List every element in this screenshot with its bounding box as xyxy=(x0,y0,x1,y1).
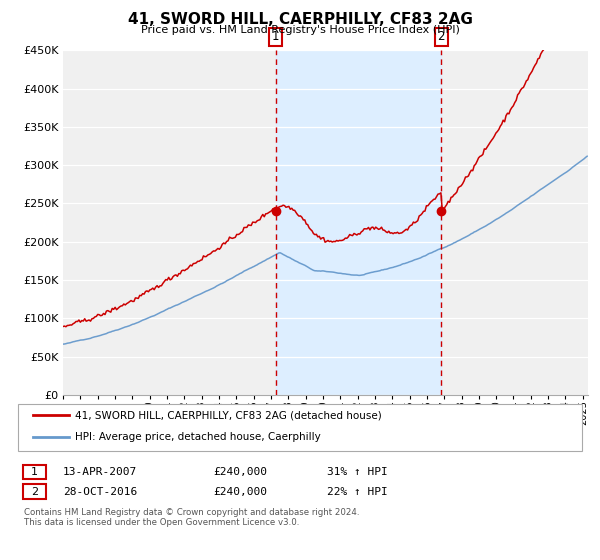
Bar xyxy=(276,50,441,395)
Text: 2: 2 xyxy=(437,30,445,44)
Text: 1: 1 xyxy=(272,30,280,44)
Text: 31% ↑ HPI: 31% ↑ HPI xyxy=(327,467,388,477)
Text: 41, SWORD HILL, CAERPHILLY, CF83 2AG: 41, SWORD HILL, CAERPHILLY, CF83 2AG xyxy=(128,12,472,27)
Text: 28-OCT-2016: 28-OCT-2016 xyxy=(63,487,137,497)
Text: HPI: Average price, detached house, Caerphilly: HPI: Average price, detached house, Caer… xyxy=(75,432,321,441)
Text: Contains HM Land Registry data © Crown copyright and database right 2024.
This d: Contains HM Land Registry data © Crown c… xyxy=(24,508,359,528)
Text: £240,000: £240,000 xyxy=(213,487,267,497)
Text: Price paid vs. HM Land Registry's House Price Index (HPI): Price paid vs. HM Land Registry's House … xyxy=(140,25,460,35)
Text: £240,000: £240,000 xyxy=(213,467,267,477)
Text: 22% ↑ HPI: 22% ↑ HPI xyxy=(327,487,388,497)
Text: 2: 2 xyxy=(31,487,38,497)
Text: 1: 1 xyxy=(31,467,38,477)
Text: 41, SWORD HILL, CAERPHILLY, CF83 2AG (detached house): 41, SWORD HILL, CAERPHILLY, CF83 2AG (de… xyxy=(75,410,382,420)
Text: 13-APR-2007: 13-APR-2007 xyxy=(63,467,137,477)
